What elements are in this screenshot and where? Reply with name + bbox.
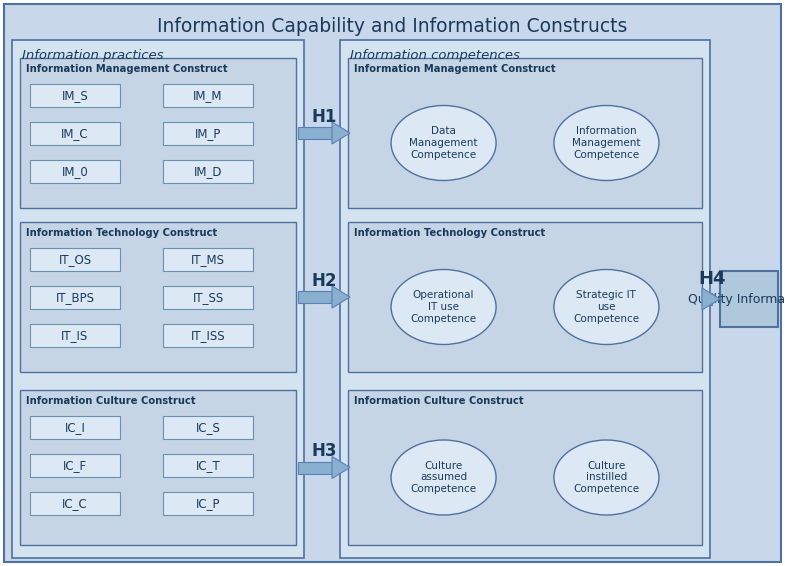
Ellipse shape (554, 269, 659, 345)
Bar (30, 454, 120, 477)
Bar (20, 58, 296, 208)
Text: Operational
IT use
Competence: Operational IT use Competence (411, 290, 476, 324)
Text: Information Culture Construct: Information Culture Construct (26, 396, 195, 406)
Bar (163, 248, 253, 271)
Bar (30, 160, 120, 183)
Bar (30, 286, 120, 309)
Polygon shape (702, 288, 720, 310)
Bar (30, 416, 120, 439)
Text: H3: H3 (311, 443, 337, 461)
Text: IC_F: IC_F (63, 459, 87, 472)
Text: Information practices: Information practices (22, 49, 163, 62)
Ellipse shape (391, 440, 496, 515)
Text: IM_C: IM_C (61, 127, 89, 140)
Text: IM_D: IM_D (194, 165, 222, 178)
Bar (12, 40, 304, 558)
Polygon shape (332, 122, 350, 144)
Text: Information Culture Construct: Information Culture Construct (354, 396, 524, 406)
Text: IM_0: IM_0 (62, 165, 89, 178)
Text: H2: H2 (311, 272, 337, 290)
Text: IC_C: IC_C (62, 497, 88, 510)
Text: Strategic IT
use
Competence: Strategic IT use Competence (573, 290, 640, 324)
Text: IT_IS: IT_IS (61, 329, 89, 342)
Text: IC_T: IC_T (195, 459, 221, 472)
Bar (163, 122, 253, 145)
Bar (348, 222, 702, 372)
Text: IM_S: IM_S (62, 89, 89, 102)
Text: IT_SS: IT_SS (192, 291, 224, 304)
Bar (30, 248, 120, 271)
Polygon shape (332, 286, 350, 308)
Text: IT_ISS: IT_ISS (191, 329, 225, 342)
Bar (20, 222, 296, 372)
Bar (163, 84, 253, 107)
Bar (30, 492, 120, 515)
Text: IM_P: IM_P (195, 127, 221, 140)
Ellipse shape (554, 105, 659, 181)
Bar (348, 390, 702, 545)
Text: Information Capability and Information Constructs: Information Capability and Information C… (157, 16, 627, 36)
Bar (298, 461, 332, 474)
Text: Information Technology Construct: Information Technology Construct (26, 228, 217, 238)
Ellipse shape (391, 269, 496, 345)
Text: Data
Management
Competence: Data Management Competence (409, 126, 478, 160)
Bar (348, 58, 702, 208)
Polygon shape (332, 457, 350, 478)
Bar (163, 324, 253, 347)
Text: H1: H1 (312, 108, 337, 126)
Bar (30, 122, 120, 145)
Bar (298, 291, 332, 303)
Bar (163, 286, 253, 309)
Ellipse shape (391, 105, 496, 181)
Text: Information Technology Construct: Information Technology Construct (354, 228, 546, 238)
Text: IT_BPS: IT_BPS (56, 291, 94, 304)
Text: IC_I: IC_I (64, 421, 86, 434)
Text: IT_MS: IT_MS (191, 253, 225, 266)
Bar (163, 416, 253, 439)
Bar (30, 84, 120, 107)
Text: H4: H4 (698, 270, 726, 288)
Text: Culture
instilled
Competence: Culture instilled Competence (573, 461, 640, 494)
Bar (163, 492, 253, 515)
Text: Information
Management
Competence: Information Management Competence (572, 126, 641, 160)
Text: Quality Information: Quality Information (688, 293, 785, 306)
Bar (30, 324, 120, 347)
Ellipse shape (554, 440, 659, 515)
Bar (702, 293, 712, 305)
Bar (163, 454, 253, 477)
Text: Information Management Construct: Information Management Construct (354, 64, 556, 74)
Text: IM_M: IM_M (193, 89, 223, 102)
Bar (163, 160, 253, 183)
Text: Information Management Construct: Information Management Construct (26, 64, 228, 74)
Text: IC_P: IC_P (195, 497, 221, 510)
Text: Culture
assumed
Competence: Culture assumed Competence (411, 461, 476, 494)
Bar (340, 40, 710, 558)
Text: IT_OS: IT_OS (58, 253, 92, 266)
Text: IC_S: IC_S (195, 421, 221, 434)
Bar (298, 127, 332, 139)
Bar (20, 390, 296, 545)
Text: Information competences: Information competences (350, 49, 520, 62)
Bar (720, 271, 778, 327)
